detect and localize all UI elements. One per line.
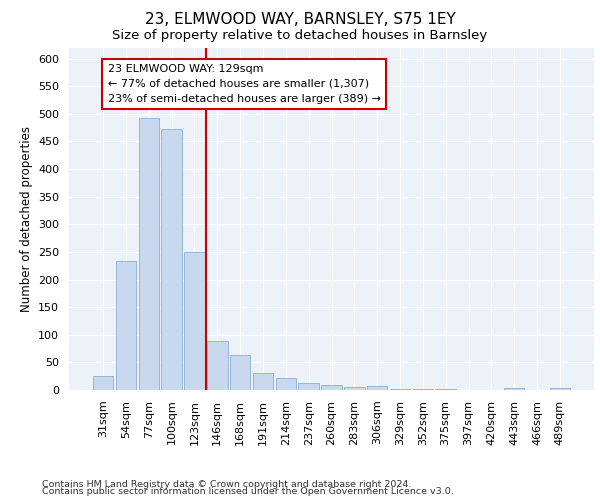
Bar bbox=[161, 128, 182, 390]
Bar bbox=[390, 389, 410, 390]
Text: Contains public sector information licensed under the Open Government Licence v3: Contains public sector information licen… bbox=[42, 488, 454, 496]
Bar bbox=[298, 384, 319, 390]
Bar bbox=[230, 355, 250, 390]
Bar bbox=[321, 385, 342, 390]
Bar bbox=[367, 386, 388, 390]
Text: Contains HM Land Registry data © Crown copyright and database right 2024.: Contains HM Land Registry data © Crown c… bbox=[42, 480, 412, 489]
Bar bbox=[344, 387, 365, 390]
Bar bbox=[275, 378, 296, 390]
Text: 23 ELMWOOD WAY: 129sqm
← 77% of detached houses are smaller (1,307)
23% of semi-: 23 ELMWOOD WAY: 129sqm ← 77% of detached… bbox=[108, 64, 381, 104]
Bar bbox=[550, 388, 570, 390]
Bar bbox=[139, 118, 159, 390]
Bar bbox=[253, 374, 273, 390]
Bar bbox=[184, 252, 205, 390]
Bar bbox=[93, 376, 113, 390]
Y-axis label: Number of detached properties: Number of detached properties bbox=[20, 126, 32, 312]
Bar bbox=[504, 388, 524, 390]
Bar bbox=[207, 342, 227, 390]
Text: 23, ELMWOOD WAY, BARNSLEY, S75 1EY: 23, ELMWOOD WAY, BARNSLEY, S75 1EY bbox=[145, 12, 455, 28]
Text: Size of property relative to detached houses in Barnsley: Size of property relative to detached ho… bbox=[112, 29, 488, 42]
Bar bbox=[116, 262, 136, 390]
